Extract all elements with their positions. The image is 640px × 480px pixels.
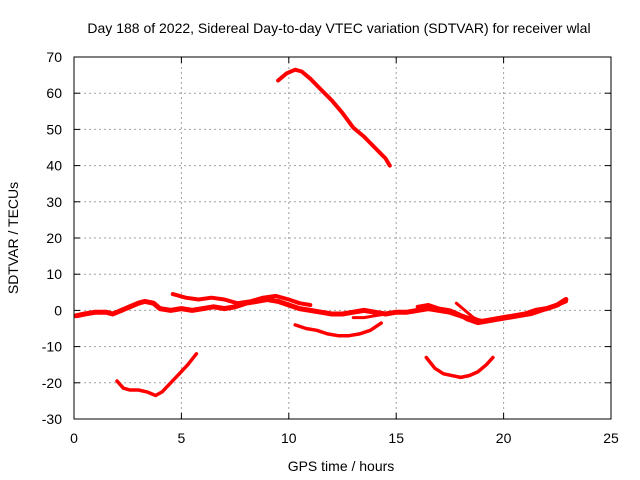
series-track-near-zero-2 — [170, 292, 313, 307]
x-tick-label: 5 — [178, 430, 186, 446]
series-track-short-1 — [454, 301, 484, 323]
y-tick-label: 10 — [46, 266, 62, 282]
series-track-low-right — [424, 355, 495, 380]
chart-title: Day 188 of 2022, Sidereal Day-to-day VTE… — [87, 20, 590, 36]
x-tick-label: 10 — [281, 430, 297, 446]
series-group — [73, 67, 569, 398]
y-tick-label: 0 — [54, 302, 62, 318]
grid — [74, 57, 611, 419]
x-tick-label: 25 — [603, 430, 619, 446]
y-tick-label: 70 — [46, 49, 62, 65]
y-tick-label: -30 — [42, 411, 62, 427]
y-tick-label: 20 — [46, 230, 62, 246]
series-track-rising-arc — [276, 67, 392, 168]
y-tick-label: -20 — [42, 375, 62, 391]
x-axis-label: GPS time / hours — [288, 458, 395, 474]
x-tick-label: 15 — [388, 430, 404, 446]
y-tick-label: -10 — [42, 339, 62, 355]
series-track-low-left — [115, 352, 199, 398]
y-tick-label: 60 — [46, 85, 62, 101]
y-tick-label: 30 — [46, 194, 62, 210]
series-track-short-2 — [351, 310, 394, 320]
y-tick-label: 50 — [46, 121, 62, 137]
y-tick-label: 40 — [46, 158, 62, 174]
series-track-mid-dip — [293, 321, 383, 338]
series-track-near-zero-3 — [415, 299, 568, 326]
y-axis-label: SDTVAR / TECUs — [5, 182, 21, 294]
x-tick-label: 0 — [70, 430, 78, 446]
ticks: 0 5 10 15 20 25 -30 -20 -10 0 10 20 30 40 50 60 70 — [42, 49, 619, 446]
x-tick-label: 20 — [496, 430, 512, 446]
